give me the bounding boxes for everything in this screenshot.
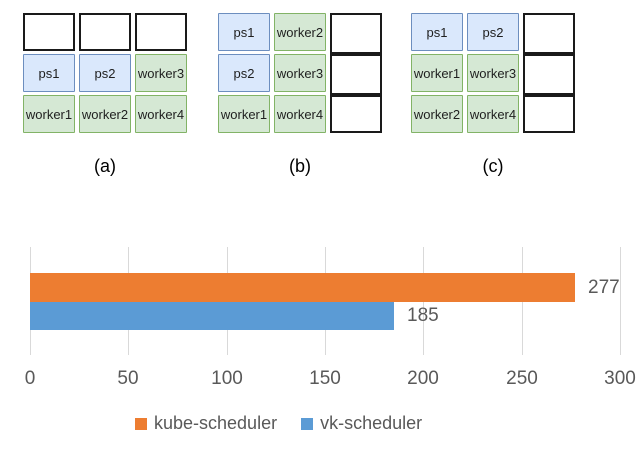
bar-value-label: 277 <box>588 277 620 298</box>
diagram-group-caption: (a) <box>94 156 116 176</box>
pod-cell-worker2: worker2 <box>411 95 463 133</box>
x-tick-label: 200 <box>407 368 439 389</box>
bar-kube-scheduler <box>30 273 575 302</box>
diagram-group-b: ps1 ps2 worker1 worker2 worker3 worker4 (b) <box>218 13 382 176</box>
pod-cell-worker4: worker4 <box>274 95 326 133</box>
pod-cell-worker3: worker3 <box>467 54 519 92</box>
bar-vk-scheduler <box>30 302 394 330</box>
legend-swatch-kube-scheduler <box>135 417 147 430</box>
diagram-group-a: ps1 worker1 ps2 worker2 worker3 worker4 (a) <box>23 13 187 176</box>
chart-legend: kube-scheduler vk-scheduler <box>135 413 422 434</box>
pod-cell-worker2: worker2 <box>79 95 131 133</box>
pod-cell-ps1: ps1 <box>218 13 270 51</box>
pod-cell-ps2: ps2 <box>79 54 131 92</box>
pod-cell-worker2: worker2 <box>274 13 326 51</box>
legend-label: vk-scheduler <box>320 413 423 433</box>
pod-cell-ps1: ps1 <box>411 13 463 51</box>
empty-slot-cell <box>523 95 575 133</box>
x-tick-label: 150 <box>309 368 341 389</box>
x-tick-label: 0 <box>24 368 36 389</box>
empty-slot-cell <box>135 13 187 51</box>
empty-slot-cell <box>523 54 575 95</box>
empty-slot-cell <box>330 95 382 133</box>
pod-cell-worker3: worker3 <box>274 54 326 92</box>
bar-value-label: 185 <box>407 305 439 326</box>
pod-cell-ps1: ps1 <box>23 54 75 92</box>
empty-slot-cell <box>23 13 75 51</box>
x-tick-label: 50 <box>117 368 139 389</box>
pod-cell-worker1: worker1 <box>23 95 75 133</box>
legend-label: kube-scheduler <box>154 413 278 433</box>
pod-cell-worker4: worker4 <box>135 95 187 133</box>
empty-slot-cell <box>523 13 575 54</box>
x-tick-label: 100 <box>211 368 243 389</box>
empty-slot-cell <box>330 54 382 95</box>
pod-cell-ps2: ps2 <box>467 13 519 51</box>
pod-cell-ps2: ps2 <box>218 54 270 92</box>
legend-swatch-vk-scheduler <box>301 417 314 430</box>
x-tick-label: 250 <box>506 368 538 389</box>
empty-slot-cell <box>79 13 131 51</box>
pod-cell-worker4: worker4 <box>467 95 519 133</box>
diagram-group-caption: (c) <box>482 156 504 176</box>
diagram-group-caption: (b) <box>289 156 311 176</box>
diagram-group-c: ps1 worker1 worker2 ps2 worker3 worker4 (c) <box>411 13 575 176</box>
legend-item-kube-scheduler: kube-scheduler <box>135 413 277 434</box>
pod-cell-worker1: worker1 <box>218 95 270 133</box>
pod-cell-worker1: worker1 <box>411 54 463 92</box>
empty-slot-cell <box>330 13 382 54</box>
legend-item-vk-scheduler: vk-scheduler <box>301 413 422 434</box>
pod-cell-worker3: worker3 <box>135 54 187 92</box>
gridline <box>620 247 621 355</box>
x-tick-label: 300 <box>604 368 636 389</box>
